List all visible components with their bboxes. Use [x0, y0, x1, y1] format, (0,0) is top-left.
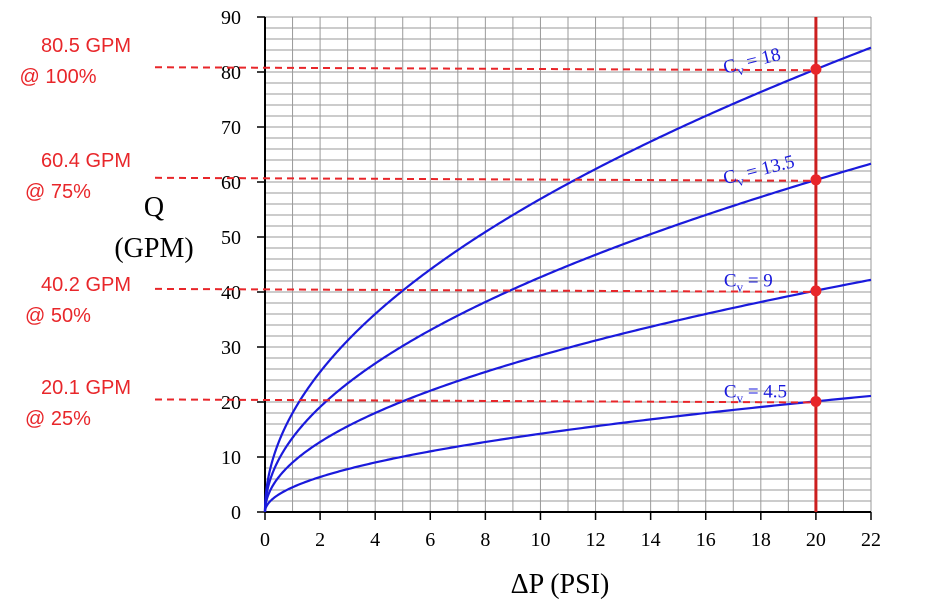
annotation-percent: @ 25%: [25, 408, 91, 430]
x-tick-label: 22: [861, 529, 881, 551]
x-tick-label: 2: [315, 529, 325, 551]
x-tick-label: 6: [425, 529, 435, 551]
cv-curve-label: Cv = 13.5: [721, 151, 797, 192]
intersection-point: [810, 285, 822, 297]
guide-lines: [154, 17, 822, 512]
guide-dashed-line: [154, 176, 816, 182]
y-tick-label: 30: [221, 337, 241, 359]
cv-curve: [263, 394, 872, 513]
x-tick-label: 14: [641, 529, 661, 551]
guide-dashed-line: [154, 287, 816, 293]
y-axis-title-line1: Q: [144, 192, 164, 223]
x-tick-label: 0: [260, 529, 270, 551]
y-tick-label: 70: [221, 117, 241, 139]
x-axis-title: ΔP (PSI): [511, 569, 610, 600]
annotation-percent: @ 75%: [25, 181, 91, 203]
cv-curve-label: Cv = 9: [724, 271, 773, 295]
x-tick-label: 20: [806, 529, 826, 551]
annotation-gpm: 80.5 GPM: [41, 35, 131, 57]
y-axis-title-line2: (GPM): [114, 233, 193, 264]
y-tick-label: 50: [221, 227, 241, 249]
guide-dashed-line: [154, 66, 816, 72]
x-tick-label: 12: [586, 529, 606, 551]
cv-curve: [263, 162, 872, 513]
x-tick-label: 18: [751, 529, 771, 551]
annotation-percent: @ 100%: [19, 66, 96, 88]
intersection-point: [810, 395, 822, 407]
cv-curve: [263, 46, 872, 513]
x-tick-label: 4: [370, 529, 380, 551]
y-tick-label: 90: [221, 7, 241, 29]
intersection-point: [810, 174, 822, 186]
cv-curve-label: Cv = 4.5: [724, 381, 787, 405]
y-tick-label: 60: [221, 172, 241, 194]
y-tick-label: 80: [221, 62, 241, 84]
annotation-percent: @ 50%: [25, 305, 91, 327]
y-tick-label: 40: [221, 282, 241, 304]
x-tick-label: 8: [480, 529, 490, 551]
cv-curves: [263, 46, 872, 513]
axes: 0 2 4 6 8 10 12 14 16 18 20 22 0 10 20 30 40 50 60 70 80 90: [221, 7, 881, 551]
y-tick-label: 20: [221, 392, 241, 414]
cv-curve: [263, 278, 872, 513]
annotation-gpm: 60.4 GPM: [41, 150, 131, 172]
x-tick-label: 16: [696, 529, 716, 551]
intersection-point: [810, 63, 822, 75]
x-tick-label: 10: [530, 529, 550, 551]
guide-dashed-line: [154, 398, 816, 404]
grid: [264, 16, 872, 513]
y-tick-label: 10: [221, 447, 241, 469]
y-tick-label: 0: [231, 502, 241, 524]
annotation-gpm: 20.1 GPM: [41, 377, 131, 399]
annotation-gpm: 40.2 GPM: [41, 274, 131, 296]
